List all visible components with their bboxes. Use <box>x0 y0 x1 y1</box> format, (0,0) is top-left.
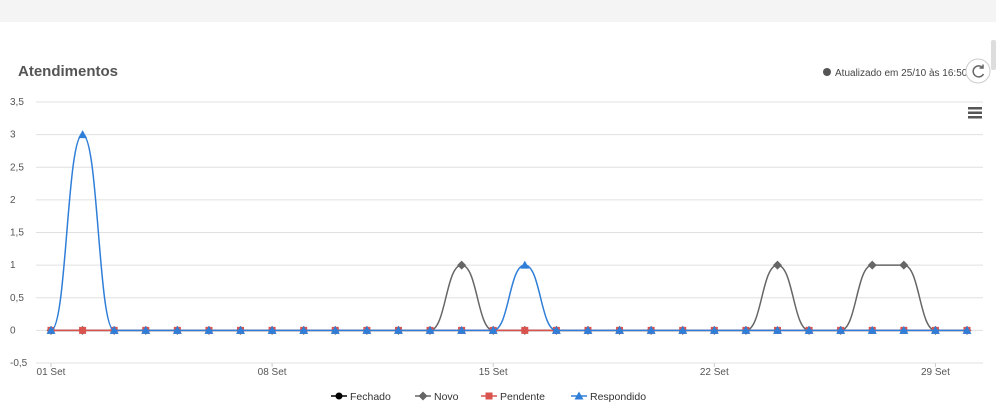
marker <box>574 391 584 400</box>
marker <box>335 392 343 400</box>
top-bar <box>0 0 996 22</box>
y-tick-label: 3,5 <box>10 97 24 108</box>
marker <box>488 325 498 334</box>
marker <box>330 325 340 334</box>
marker <box>172 325 182 334</box>
legend-label: Pendente <box>500 391 545 403</box>
marker <box>46 325 56 334</box>
y-tick-label: 3 <box>10 130 16 141</box>
y-tick-label: -0,5 <box>10 358 28 369</box>
legend-item[interactable]: Respondido <box>571 391 646 403</box>
series <box>46 130 972 334</box>
legend-label: Respondido <box>590 391 646 403</box>
marker <box>204 325 214 334</box>
y-tick-label: 0 <box>10 325 16 336</box>
marker <box>867 260 877 270</box>
subtitle: Atualizado em 25/10 às 16:50 <box>835 68 968 79</box>
x-tick-label: 22 Set <box>700 367 729 378</box>
marker <box>646 325 656 334</box>
marker <box>930 325 940 334</box>
marker <box>425 325 435 334</box>
marker <box>267 325 277 334</box>
marker <box>615 325 625 334</box>
marker <box>520 260 530 269</box>
marker <box>236 325 246 334</box>
marker <box>678 325 688 334</box>
marker <box>772 260 782 270</box>
menu-line[interactable] <box>968 116 982 119</box>
menu-line[interactable] <box>968 111 982 115</box>
marker <box>899 325 909 334</box>
x-tick-label: 08 Set <box>258 367 287 378</box>
y-tick-label: 0,5 <box>10 293 24 304</box>
marker <box>362 325 372 334</box>
x-tick-label: 15 Set <box>479 367 508 378</box>
y-tick-label: 2 <box>10 195 16 206</box>
marker <box>804 325 814 334</box>
legend-item[interactable]: Fechado <box>331 391 391 403</box>
menu-button[interactable] <box>968 107 982 119</box>
marker <box>899 260 909 270</box>
y-tick-label: 1 <box>10 260 16 271</box>
y-tick-label: 1,5 <box>10 228 24 239</box>
refresh-icon[interactable] <box>972 64 985 78</box>
marker <box>79 326 87 334</box>
chart-title: Atendimentos <box>18 63 118 80</box>
x-tick-label: 29 Set <box>921 367 950 378</box>
marker <box>299 325 309 334</box>
marker <box>141 325 151 334</box>
marker <box>836 325 846 334</box>
marker <box>962 325 972 334</box>
marker <box>109 325 119 334</box>
marker <box>772 325 782 334</box>
marker <box>521 326 529 334</box>
info-icon <box>823 68 831 76</box>
x-tick-label: 01 Set <box>37 367 66 378</box>
legend-item[interactable]: Pendente <box>481 391 545 403</box>
y-tick-label: 2,5 <box>10 162 24 173</box>
marker <box>457 325 467 334</box>
legend-label: Novo <box>434 391 459 403</box>
marker <box>418 391 428 401</box>
menu-line[interactable] <box>968 107 982 110</box>
marker <box>457 260 467 270</box>
marker <box>78 130 88 139</box>
marker <box>583 325 593 334</box>
marker <box>551 325 561 334</box>
marker <box>485 392 493 400</box>
legend-item[interactable]: Novo <box>415 391 459 403</box>
marker <box>867 325 877 334</box>
refresh-circle[interactable] <box>965 58 991 84</box>
legend-label: Fechado <box>350 391 391 403</box>
scrollbar <box>991 40 996 70</box>
refresh-button[interactable] <box>965 58 991 84</box>
marker <box>709 325 719 334</box>
marker <box>393 325 403 334</box>
marker <box>741 325 751 334</box>
